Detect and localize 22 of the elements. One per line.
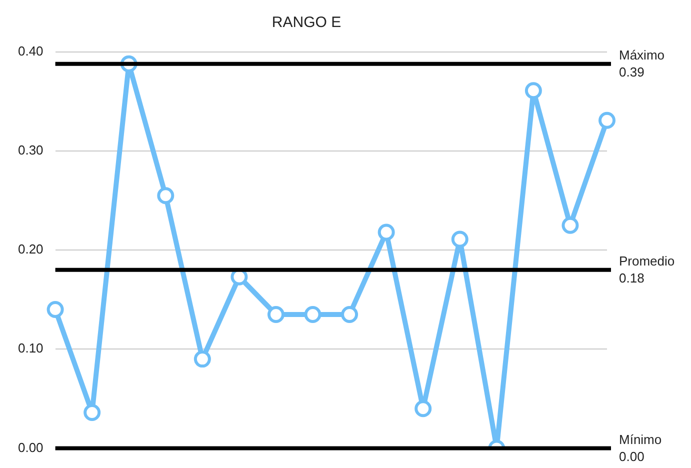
y-tick-label: 0.20 [18,242,44,257]
point [194,350,211,368]
point [562,216,579,234]
ref-line-label: Promedio 0.18 [619,253,675,286]
y-tick-label: 0.40 [18,44,44,59]
point [451,230,468,248]
point [524,82,542,100]
point [267,306,284,323]
y-tick-label: 0.00 [18,440,44,455]
chart-title: RANGO E [272,14,342,32]
point [341,306,358,323]
ref-line-label: Máximo 0.39 [619,47,665,80]
y-tick-label: 0.10 [18,340,44,356]
ref-line-label: Mínimo 0.00 [619,432,662,464]
point [157,187,174,204]
y-tick-label: 0.30 [18,142,44,158]
point [304,306,322,323]
point [598,112,616,129]
point [84,404,101,422]
point [414,400,432,418]
point [46,301,64,318]
point [378,224,395,241]
